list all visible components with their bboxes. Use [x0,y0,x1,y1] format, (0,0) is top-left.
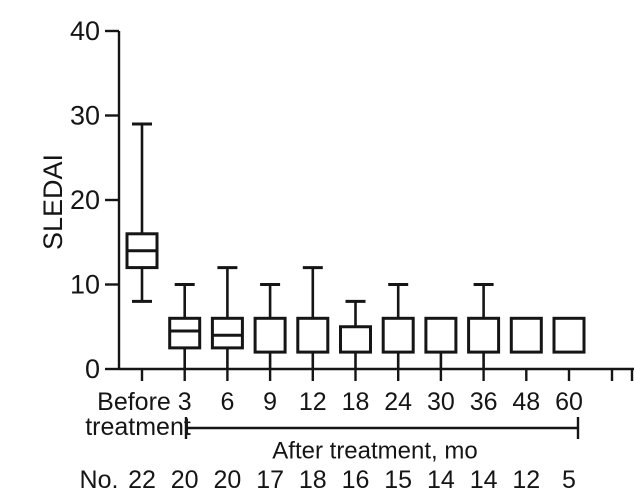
n-value-30mo: 14 [427,466,455,494]
n-value-9mo: 17 [256,466,284,494]
box-36mo [467,316,501,354]
n-value-36mo: 14 [470,466,498,494]
x-label-30mo: 30 [427,388,455,416]
box-18mo [339,325,372,354]
n-value-6mo: 20 [213,466,241,494]
x-label-before-line1: Before [97,388,171,416]
x-label-3mo: 3 [178,388,192,416]
x-label-12mo: 12 [299,388,327,416]
n-value-3mo: 20 [171,466,199,494]
x-label-9mo: 9 [263,388,277,416]
box-6mo [210,316,244,350]
n-row-label: No. [80,466,119,494]
x-label-60mo: 60 [555,388,583,416]
n-value-48mo: 12 [512,466,540,494]
y-tick-label-30: 30 [70,101,100,131]
y-tick-label-0: 0 [85,354,100,384]
y-tick-label-20: 20 [70,185,100,215]
x-label-18mo: 18 [342,388,370,416]
box-3mo [168,316,202,350]
box-9mo [253,316,287,354]
box-12mo [296,316,330,354]
x-label-24mo: 24 [384,388,412,416]
x-label-36mo: 36 [470,388,498,416]
box-60mo [552,316,586,354]
after-bracket-label: After treatment, mo [272,438,477,465]
n-value-before: 22 [128,466,156,494]
box-24mo [381,316,415,354]
n-value-60mo: 5 [562,466,576,494]
y-axis-title: SLEDAI [38,154,68,250]
y-tick-label-10: 10 [70,270,100,300]
y-tick-label-40: 40 [70,16,100,46]
x-label-48mo: 48 [512,388,540,416]
x-label-6mo: 6 [220,388,234,416]
n-value-24mo: 15 [384,466,412,494]
x-label-before-line2: treatment [85,413,191,441]
n-value-12mo: 18 [299,466,327,494]
box-30mo [424,316,458,354]
n-value-18mo: 16 [342,466,370,494]
box-48mo [509,316,543,354]
